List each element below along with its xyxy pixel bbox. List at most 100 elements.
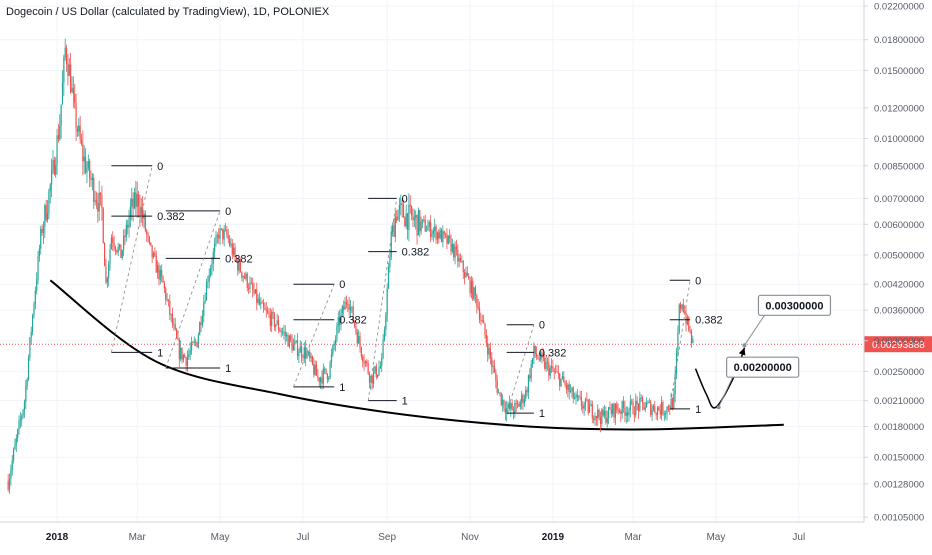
callout-text: 0.00200000 <box>734 362 792 374</box>
candle-body <box>8 479 11 490</box>
candle-body <box>185 357 187 366</box>
candle-body <box>540 352 542 360</box>
candle-body <box>641 397 644 403</box>
candle-body <box>506 408 508 414</box>
candle-body <box>521 394 523 403</box>
candle-body <box>389 256 391 268</box>
candle-body <box>75 103 77 129</box>
candle-body <box>116 250 118 253</box>
candle-body <box>560 378 562 387</box>
y-tick-label: 0.00300000 <box>874 336 924 347</box>
candle-body <box>417 210 420 236</box>
candle-body <box>48 190 50 213</box>
candle-body <box>666 406 668 414</box>
y-tick-label: 0.00600000 <box>874 220 924 231</box>
x-tick-label: Mar <box>129 532 147 543</box>
candle-body <box>201 316 204 325</box>
candle-body <box>358 336 360 344</box>
candle-body <box>435 226 437 240</box>
candle-body <box>549 367 551 376</box>
candle-body <box>621 401 623 414</box>
candle-body <box>559 373 561 387</box>
fib-level-label: 0.382 <box>539 347 567 359</box>
candle-body <box>29 337 31 358</box>
candle-body <box>228 238 231 246</box>
candle-body <box>181 347 183 360</box>
candle-body <box>432 230 434 235</box>
candle-body <box>593 418 595 420</box>
candle-body <box>438 232 440 239</box>
callout-box <box>757 294 832 316</box>
candle-body <box>298 352 300 357</box>
candle-body <box>379 366 381 368</box>
candle-body <box>262 302 265 308</box>
candle-body <box>440 229 443 242</box>
candle-body <box>42 226 45 233</box>
candle-body <box>468 276 470 279</box>
y-tick-label: 0.02200000 <box>874 2 924 13</box>
candle-body <box>458 258 460 262</box>
candle-body <box>496 380 498 393</box>
candle-body <box>163 282 165 289</box>
candle-body <box>625 412 627 416</box>
candle-body <box>352 306 354 322</box>
candle-body <box>307 351 309 354</box>
projection-arrowhead <box>738 347 746 356</box>
callout-box <box>726 356 800 378</box>
candle-body <box>449 235 451 239</box>
candle-body <box>17 429 19 439</box>
candle-body <box>640 397 642 399</box>
candle-body <box>320 377 322 383</box>
x-tick-label: Nov <box>461 532 479 543</box>
candle-body <box>161 269 163 277</box>
candle-body <box>142 207 144 219</box>
candle-body <box>416 215 418 236</box>
candle-body <box>124 235 126 238</box>
candle-body <box>514 403 516 414</box>
candle-body <box>80 139 83 144</box>
candle-body <box>595 415 597 419</box>
candle-body <box>234 247 236 257</box>
candle-body <box>253 290 255 294</box>
candle-body <box>120 244 122 258</box>
candle-body <box>349 306 352 311</box>
candle-body <box>529 375 531 379</box>
candle-body <box>637 403 640 411</box>
candle-body <box>326 373 328 379</box>
fib-trend-line <box>165 210 221 369</box>
candle-body <box>188 353 190 357</box>
candle-body <box>655 412 657 416</box>
candle-body <box>447 235 449 244</box>
candle-body <box>574 398 576 399</box>
candle-body <box>257 298 259 303</box>
candle-body <box>51 170 53 185</box>
candle-body <box>364 361 367 364</box>
candle-body <box>420 221 422 232</box>
candle-body <box>406 213 409 230</box>
candle-body <box>385 315 387 330</box>
candle-body <box>32 315 34 333</box>
candle-body <box>250 282 252 284</box>
candle-body <box>454 246 456 258</box>
candle-body <box>296 340 299 357</box>
candle-body <box>49 184 51 191</box>
candle-body <box>402 204 405 218</box>
candle-body <box>548 362 550 376</box>
candle-body <box>382 339 384 359</box>
candle-body <box>415 215 417 218</box>
candle-body <box>627 412 629 416</box>
candle-body <box>87 160 89 169</box>
candle-body <box>83 156 85 162</box>
callout-anchor-dot <box>716 405 721 410</box>
candle-body <box>512 410 515 414</box>
candle-body <box>608 407 610 419</box>
candle-body <box>648 401 650 403</box>
candle-body <box>271 311 273 326</box>
x-tick-label: 2018 <box>46 532 69 543</box>
candle-body <box>209 268 212 276</box>
candle-body <box>243 276 246 279</box>
candle-body <box>214 244 216 252</box>
candle-body <box>311 356 314 365</box>
